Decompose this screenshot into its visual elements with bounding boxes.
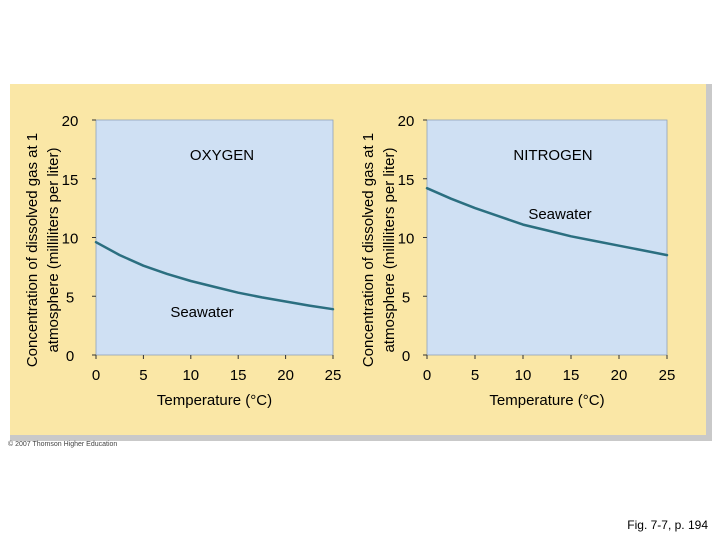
oxygen-y-axis-label-line1: Concentration of dissolved gas at 1 <box>24 133 41 367</box>
nitrogen-x-tick-label: 20 <box>611 367 628 384</box>
nitrogen-y-tick-label: 20 <box>398 113 415 130</box>
oxygen-y-tick-label: 20 <box>62 113 79 130</box>
oxygen-series-label: Seawater <box>170 304 233 321</box>
nitrogen-series-label: Seawater <box>528 206 591 223</box>
nitrogen-seawater-curve <box>425 186 669 257</box>
oxygen-plot-area <box>95 119 334 356</box>
oxygen-y-tick-label: 5 <box>66 289 74 306</box>
nitrogen-y-tick-label: 0 <box>402 348 410 365</box>
oxygen-y-tick-label: 0 <box>66 348 74 365</box>
oxygen-chart-title: OXYGEN <box>190 147 254 164</box>
oxygen-x-tick-label: 20 <box>277 367 294 384</box>
oxygen-x-tick-label: 0 <box>92 367 100 384</box>
oxygen-y-tick-label: 10 <box>62 231 79 248</box>
nitrogen-y-tick-label: 10 <box>398 231 415 248</box>
oxygen-x-tick-label: 15 <box>230 367 247 384</box>
nitrogen-x-tick-label: 25 <box>659 367 676 384</box>
nitrogen-x-tick-label: 0 <box>423 367 431 384</box>
nitrogen-x-axis-label: Temperature (°C) <box>489 392 604 409</box>
nitrogen-y-axis-label-line1: Concentration of dissolved gas at 1 <box>360 133 377 367</box>
oxygen-x-tick-label: 10 <box>182 367 199 384</box>
figure-caption: Fig. 7-7, p. 194 <box>627 518 708 532</box>
oxygen-x-axis-label: Temperature (°C) <box>157 392 272 409</box>
oxygen-x-tick-label: 25 <box>325 367 342 384</box>
nitrogen-plot-area <box>426 119 668 356</box>
nitrogen-y-tick-label: 15 <box>398 172 415 189</box>
nitrogen-x-tick-label: 10 <box>515 367 532 384</box>
nitrogen-x-tick-label: 15 <box>563 367 580 384</box>
oxygen-x-tick-label: 5 <box>139 367 147 384</box>
oxygen-y-axis-label-line2: atmosphere (milliliters per liter) <box>45 147 62 352</box>
copyright-credit: © 2007 Thomson Higher Education <box>8 441 118 448</box>
nitrogen-y-tick-label: 5 <box>402 289 410 306</box>
nitrogen-x-tick-label: 5 <box>471 367 479 384</box>
oxygen-seawater-curve <box>94 240 335 311</box>
oxygen-y-tick-label: 15 <box>62 172 79 189</box>
nitrogen-y-axis-label-line2: atmosphere (milliliters per liter) <box>381 147 398 352</box>
nitrogen-chart-title: NITROGEN <box>513 147 592 164</box>
